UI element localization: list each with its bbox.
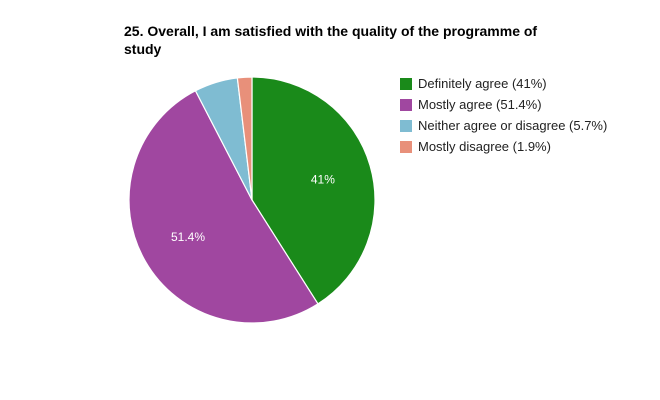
legend: Definitely agree (41%) Mostly agree (51.…: [400, 76, 640, 160]
legend-label: Neither agree or disagree (5.7%): [418, 118, 608, 133]
chart-title: 25. Overall, I am satisfied with the qua…: [124, 23, 538, 57]
pie-slice-definitely-agree[interactable]: [251, 76, 376, 305]
legend-swatch: [400, 78, 412, 90]
data-label: 41%: [311, 172, 335, 186]
legend-label: Mostly agree (51.4%): [418, 97, 542, 112]
data-label: 51.4%: [171, 230, 205, 244]
legend-label: Mostly disagree (1.9%): [418, 139, 551, 154]
legend-item-mostly-disagree[interactable]: Mostly disagree (1.9%): [400, 139, 640, 155]
legend-item-definitely-agree[interactable]: Definitely agree (41%): [400, 76, 640, 92]
legend-item-neither-agree-or-disagree[interactable]: Neither agree or disagree (5.7%): [400, 118, 640, 134]
legend-item-mostly-agree[interactable]: Mostly agree (51.4%): [400, 97, 640, 113]
pie-slice-mostly-agree[interactable]: [128, 89, 319, 324]
pie-slice-mostly-disagree[interactable]: [236, 76, 253, 201]
legend-swatch: [400, 99, 412, 111]
legend-swatch: [400, 120, 412, 132]
legend-swatch: [400, 141, 412, 153]
legend-label: Definitely agree (41%): [418, 76, 547, 91]
